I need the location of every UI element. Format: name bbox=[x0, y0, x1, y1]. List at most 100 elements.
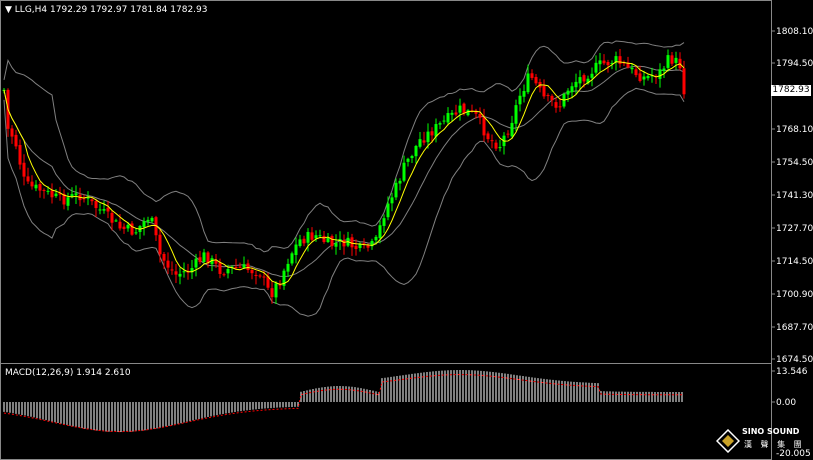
macd-title: MACD(12,26,9) 1.914 2.610 bbox=[5, 368, 131, 378]
candle-body bbox=[118, 221, 122, 229]
candle-body bbox=[398, 180, 402, 184]
candle-body bbox=[218, 262, 222, 274]
candle-body bbox=[42, 189, 46, 191]
candle-body bbox=[254, 274, 258, 276]
candle-body bbox=[582, 75, 586, 82]
macd-tick: -20.005 bbox=[776, 449, 811, 459]
candle-body bbox=[458, 105, 462, 113]
price-tick: 1794.50 bbox=[776, 59, 813, 69]
candle-body bbox=[206, 252, 210, 264]
candle-body bbox=[602, 60, 606, 64]
price-tick: 1754.50 bbox=[776, 158, 813, 168]
candle-body bbox=[594, 62, 598, 73]
candle-body bbox=[58, 193, 62, 195]
candle-body bbox=[354, 245, 358, 250]
candle-body bbox=[22, 162, 26, 177]
candle-body bbox=[210, 258, 214, 265]
candle-body bbox=[326, 237, 330, 242]
candle-body bbox=[466, 110, 470, 116]
macd-axis: 13.546 0.00 -20.005 bbox=[771, 367, 811, 459]
candle-body bbox=[402, 162, 406, 181]
candle-body bbox=[102, 209, 106, 211]
candle-body bbox=[350, 237, 354, 248]
candle-body bbox=[450, 112, 454, 115]
candle-body bbox=[474, 110, 478, 114]
candle-body bbox=[54, 193, 58, 197]
candle-body bbox=[330, 236, 334, 247]
candle-body bbox=[158, 234, 162, 255]
candle-body bbox=[142, 221, 146, 228]
ohlc-readout: 1792.29 1792.97 1781.84 1782.93 bbox=[50, 5, 208, 15]
candle-body bbox=[14, 134, 18, 147]
candle-body bbox=[670, 55, 674, 64]
candle-body bbox=[214, 259, 218, 264]
macd-histogram bbox=[3, 370, 683, 432]
candle-body bbox=[618, 56, 622, 64]
candle-body bbox=[302, 238, 306, 244]
candle-body bbox=[638, 73, 642, 82]
candle-body bbox=[486, 133, 490, 140]
candle-body bbox=[614, 56, 618, 63]
candle-body bbox=[62, 193, 66, 205]
macd-tick: 0.00 bbox=[776, 398, 796, 408]
candle-body bbox=[114, 220, 118, 222]
candle-body bbox=[246, 263, 250, 271]
candle-body bbox=[394, 182, 398, 198]
brand-name-cn: 漢 聲 集 團 bbox=[744, 440, 805, 449]
candle-body bbox=[442, 120, 446, 122]
candle-body bbox=[306, 231, 310, 243]
candle-body bbox=[446, 113, 450, 123]
candle-body bbox=[462, 103, 466, 114]
candle-body bbox=[554, 102, 558, 108]
price-tick: 1768.10 bbox=[776, 125, 813, 135]
candle-body bbox=[262, 276, 266, 278]
candle-body bbox=[558, 106, 562, 108]
candle-body bbox=[634, 69, 638, 76]
candle-body bbox=[18, 145, 22, 165]
candle-body bbox=[438, 123, 442, 125]
candle-body bbox=[590, 73, 594, 78]
candle-body bbox=[666, 55, 670, 68]
candle-body bbox=[10, 128, 14, 137]
candle-body bbox=[374, 236, 378, 241]
candle-body bbox=[174, 271, 178, 275]
candle-body bbox=[454, 112, 458, 115]
chart-title: ▼ LLG,H4 1792.29 1792.97 1781.84 1782.93 bbox=[5, 5, 207, 15]
candle-body bbox=[434, 124, 438, 137]
candle-body bbox=[318, 235, 322, 237]
candle-body bbox=[146, 219, 150, 222]
candle-body bbox=[526, 73, 530, 93]
brand-logo: SINO SOUND 漢 聲 集 團 bbox=[716, 425, 811, 458]
candlesticks bbox=[2, 49, 686, 305]
candle-body bbox=[322, 235, 326, 243]
candle-body bbox=[86, 197, 90, 199]
candle-body bbox=[682, 68, 686, 95]
candle-body bbox=[134, 232, 138, 234]
candle-body bbox=[366, 245, 370, 248]
price-tick: 1687.70 bbox=[776, 323, 813, 333]
candle-body bbox=[662, 68, 666, 72]
candle-body bbox=[518, 95, 522, 105]
candle-body bbox=[222, 274, 226, 276]
candle-body bbox=[234, 266, 238, 268]
candle-body bbox=[342, 240, 346, 247]
candle-body bbox=[166, 260, 170, 268]
candle-body bbox=[282, 270, 286, 286]
candle-body bbox=[490, 140, 494, 142]
candle-body bbox=[630, 67, 634, 70]
chevron-down-icon[interactable]: ▼ bbox=[5, 5, 12, 15]
candle-body bbox=[178, 273, 182, 277]
candle-body bbox=[162, 253, 166, 261]
price-tick: 1714.50 bbox=[776, 257, 813, 267]
candle-body bbox=[530, 73, 534, 78]
candle-body bbox=[642, 76, 646, 80]
candle-body bbox=[270, 288, 274, 298]
candle-body bbox=[98, 209, 102, 211]
candle-body bbox=[390, 197, 394, 204]
ma-line bbox=[3, 61, 685, 285]
candle-body bbox=[406, 158, 410, 162]
candle-body bbox=[90, 199, 94, 202]
candle-body bbox=[598, 60, 602, 65]
candle-body bbox=[422, 140, 426, 143]
